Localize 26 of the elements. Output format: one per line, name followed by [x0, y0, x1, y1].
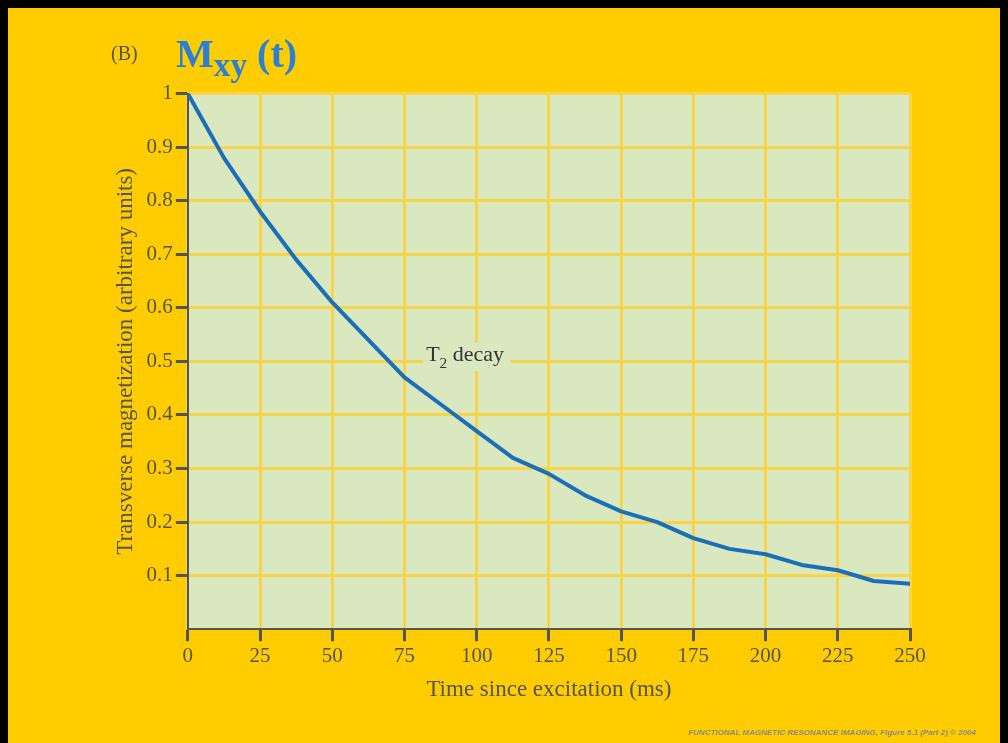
- y-tick-label: 0.8: [146, 187, 173, 212]
- x-tick-label: 75: [393, 643, 415, 668]
- y-tick-label: 0.2: [146, 508, 173, 533]
- x-tick-label: 175: [677, 643, 710, 668]
- chart-title: M$_{xy}$ (t): [176, 30, 298, 84]
- y-tick-label: 0.4: [146, 401, 174, 426]
- y-tick-label: 0.7: [146, 240, 173, 265]
- x-tick-label: 150: [605, 643, 637, 668]
- y-tick-label: 1: [162, 80, 173, 105]
- x-tick-label: 100: [460, 643, 493, 668]
- x-tick-label: 0: [182, 643, 194, 668]
- x-tick-label: 50: [321, 643, 343, 668]
- x-tick-label: 200: [749, 643, 782, 668]
- text: FUNCTIONAL MAGNETIC RESONANCE IMAGING, Figure 5.1 (Part 2) © 2004: [688, 728, 976, 737]
- x-axis-title: Time since excitation (ms): [426, 676, 672, 702]
- y-tick-label: 0.5: [146, 347, 173, 372]
- x-tick-label: 225: [822, 643, 854, 668]
- y-axis-title: Transverse magnetization (arbitrary units): [111, 167, 137, 555]
- x-tick-label: 250: [894, 643, 926, 668]
- x-tick-label: 25: [249, 643, 271, 668]
- y-tick-label: 0.3: [146, 455, 173, 480]
- y-tick-label: 0.9: [146, 133, 173, 158]
- y-tick-label: 0.1: [146, 562, 173, 587]
- y-tick-label: 0.6: [146, 294, 173, 319]
- text: (B): [111, 42, 138, 65]
- x-tick-label: 125: [533, 643, 565, 668]
